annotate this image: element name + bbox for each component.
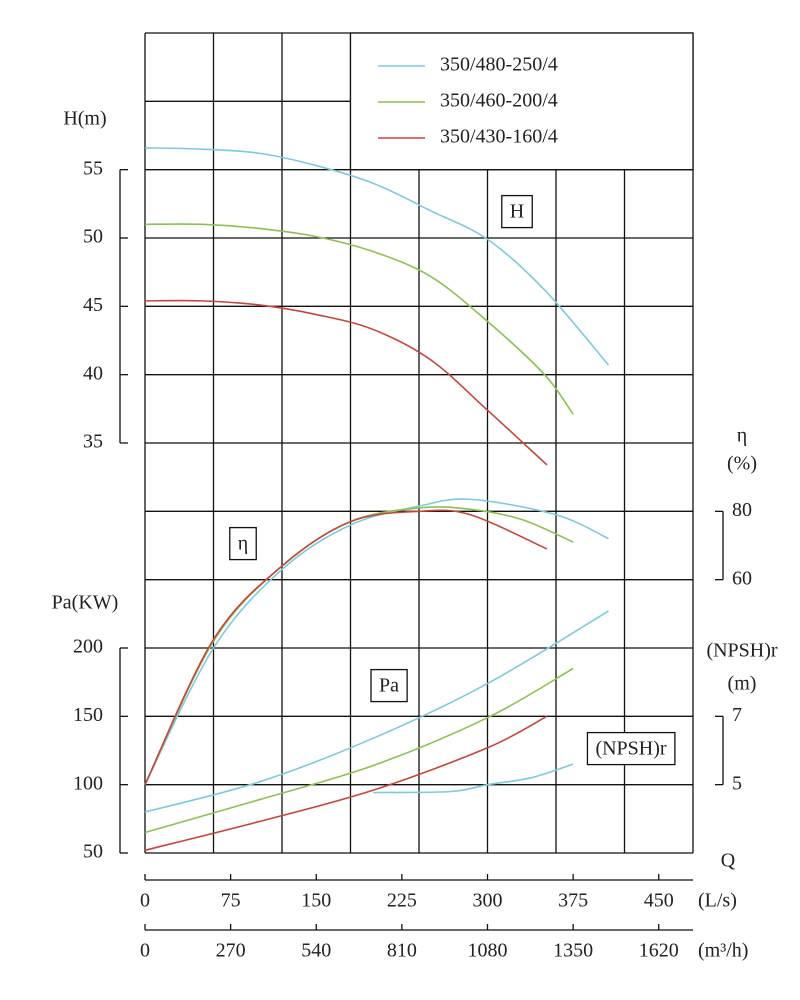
y-axis-title: Pa(KW) bbox=[52, 592, 119, 614]
annotation: Pa bbox=[379, 675, 399, 697]
curve bbox=[144, 509, 548, 786]
y-axis-title: (%) bbox=[727, 453, 757, 475]
x-tick-label: 1620 bbox=[639, 940, 679, 962]
y-tick-label: 35 bbox=[83, 431, 103, 453]
y-tick-label: 60 bbox=[732, 567, 752, 589]
y-axis-title: (NPSH)r bbox=[706, 640, 777, 662]
annotation-box bbox=[229, 526, 257, 561]
y-tick-label: 45 bbox=[83, 294, 103, 316]
x-tick-label: 1080 bbox=[468, 940, 508, 962]
curve bbox=[144, 667, 574, 834]
annotation: H bbox=[510, 201, 524, 223]
x-tick-label: 300 bbox=[473, 890, 503, 912]
annotation: (NPSH)r bbox=[595, 738, 666, 760]
x-tick-label: 225 bbox=[387, 890, 417, 912]
y-axis-title: η bbox=[737, 425, 747, 447]
x-tick-label: 75 bbox=[221, 890, 241, 912]
legend-label: 350/480-250/4 bbox=[440, 54, 558, 76]
y-tick-label: 50 bbox=[83, 226, 103, 248]
curve bbox=[144, 715, 548, 852]
y-tick-label: 150 bbox=[73, 704, 103, 726]
y-tick-label: 5 bbox=[732, 772, 742, 794]
y-tick-label: 7 bbox=[732, 704, 742, 726]
x-axis-title: Q bbox=[721, 850, 736, 872]
curve bbox=[144, 147, 610, 366]
annotation-box bbox=[586, 731, 676, 766]
y-axis-title: H(m) bbox=[63, 108, 106, 130]
x-tick-label: 540 bbox=[301, 940, 331, 962]
y-axis-title: (m) bbox=[728, 673, 757, 695]
x-tick-label: 1350 bbox=[553, 940, 593, 962]
annotation-box bbox=[501, 194, 533, 229]
legend-label: 350/430-160/4 bbox=[440, 126, 558, 148]
legend-label: 350/460-200/4 bbox=[440, 90, 558, 112]
curve bbox=[373, 763, 574, 794]
y-tick-label: 200 bbox=[73, 636, 103, 658]
x-tick-label: 0 bbox=[140, 890, 150, 912]
y-tick-label: 80 bbox=[732, 499, 752, 521]
annotation: η bbox=[238, 533, 248, 555]
x-tick-label: 375 bbox=[558, 890, 588, 912]
x-tick-label: 450 bbox=[644, 890, 674, 912]
x-axis-unit: (L/s) bbox=[698, 890, 737, 912]
curve bbox=[144, 610, 609, 813]
curve bbox=[144, 299, 548, 466]
y-tick-label: 40 bbox=[83, 362, 103, 384]
x-tick-label: 150 bbox=[301, 890, 331, 912]
annotation-box bbox=[370, 668, 408, 703]
x-axis-unit: (m³/h) bbox=[698, 940, 748, 962]
y-tick-label: 100 bbox=[73, 772, 103, 794]
x-tick-label: 810 bbox=[387, 940, 417, 962]
curve bbox=[144, 498, 609, 786]
x-tick-label: 0 bbox=[140, 940, 150, 962]
y-tick-label: 50 bbox=[83, 841, 103, 863]
curve bbox=[144, 223, 574, 415]
y-tick-label: 55 bbox=[83, 157, 103, 179]
x-tick-label: 270 bbox=[216, 940, 246, 962]
